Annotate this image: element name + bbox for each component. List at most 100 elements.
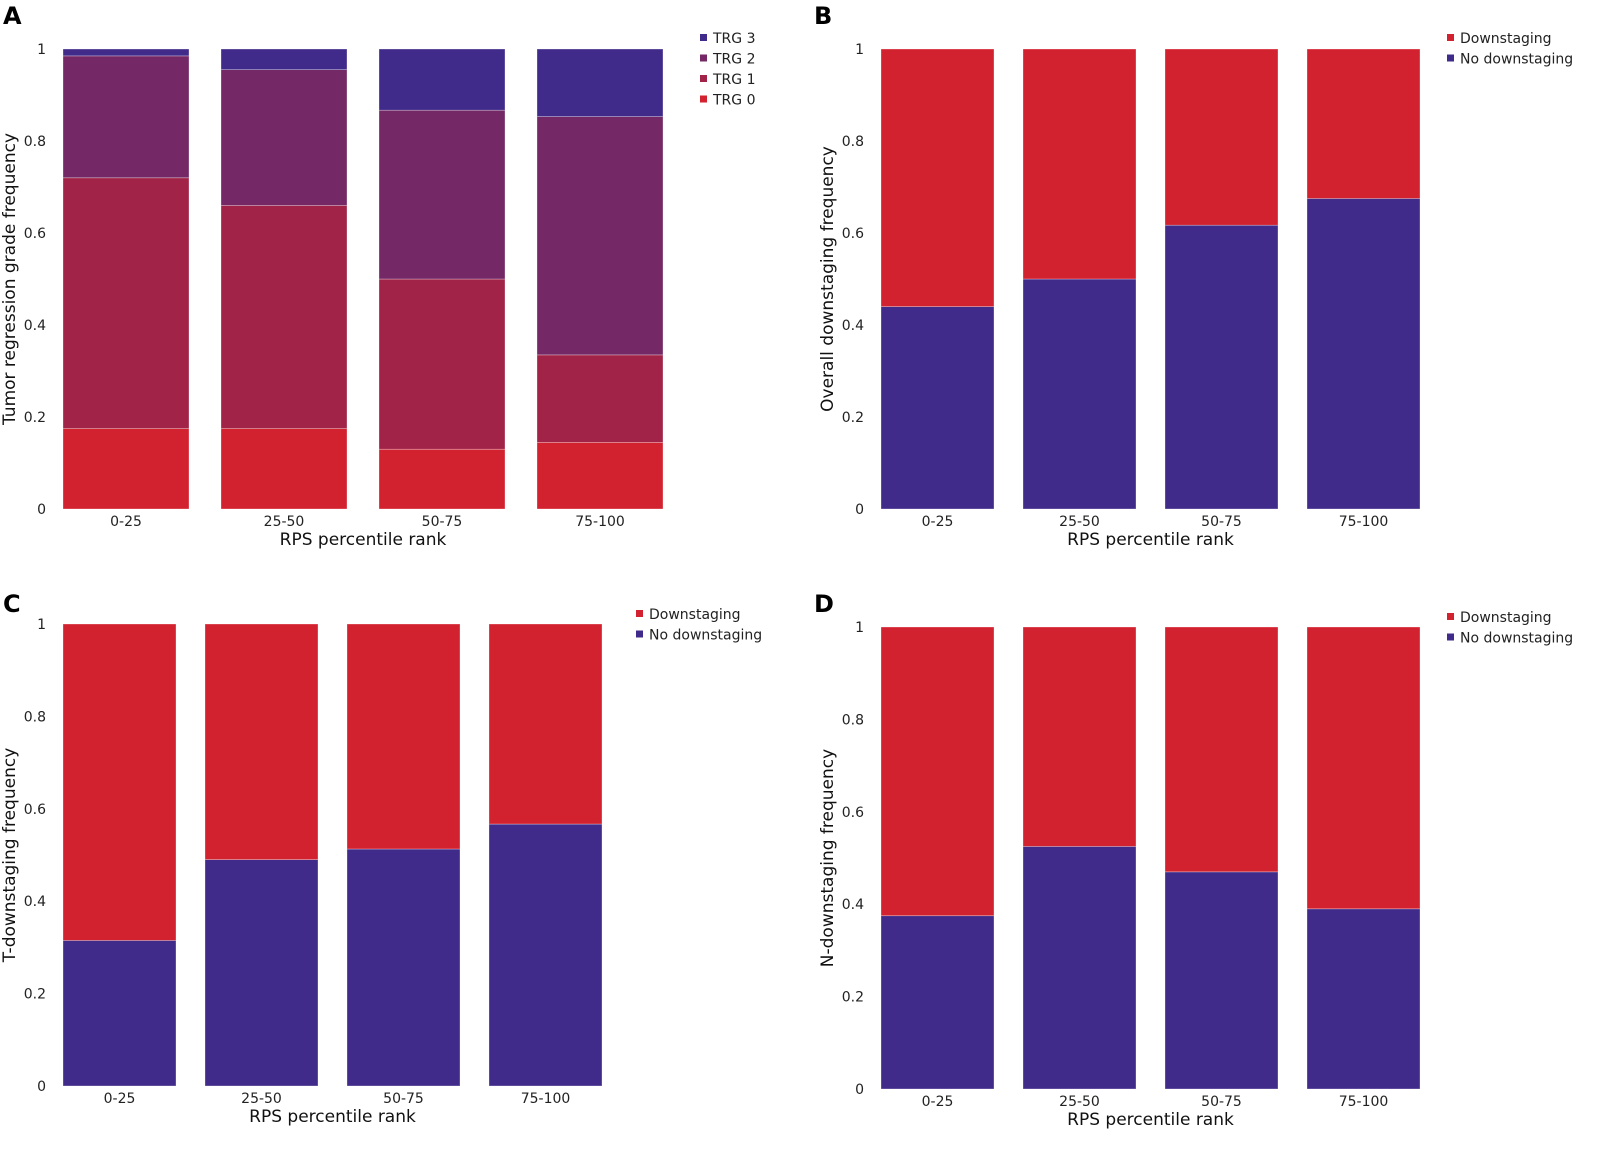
bar-segment xyxy=(220,48,348,71)
x-tick-label: 0-25 xyxy=(104,1091,136,1107)
bar-segment xyxy=(378,448,506,510)
legend-swatch xyxy=(700,95,707,103)
chart-panel-d: D 0 0.2 0.4 0.6 0.8 1 0-25 25-50 50-75 75-100 RPS p… xyxy=(814,590,1573,1130)
y-tick-label: 0.2 xyxy=(24,987,46,1003)
bar-segment xyxy=(62,55,190,179)
y-tick-label: 0.8 xyxy=(842,712,864,728)
legend-swatch xyxy=(1447,613,1454,620)
panel-letter: B xyxy=(814,2,832,30)
bar-segment xyxy=(1306,198,1421,510)
legend-swatch xyxy=(636,630,643,638)
y-tick-label: 1 xyxy=(855,42,864,58)
y-tick-label: 0.6 xyxy=(24,226,46,242)
bar-segment xyxy=(220,205,348,429)
bar-segment xyxy=(880,626,995,917)
bar-segment xyxy=(880,48,995,307)
bar-segment xyxy=(62,177,190,429)
x-axis-title: RPS percentile rank xyxy=(280,530,447,550)
bar-segment xyxy=(880,306,995,510)
panel-letter: A xyxy=(3,2,22,30)
x-tick-label: 25-50 xyxy=(241,1091,282,1107)
y-tick-label: 0 xyxy=(855,502,864,518)
x-axis-title: RPS percentile rank xyxy=(1067,530,1234,550)
y-tick-label: 0.2 xyxy=(24,410,46,426)
bar-segment xyxy=(62,428,190,510)
legend: TRG 3 TRG 2 TRG 1 TRG 0 xyxy=(700,31,756,109)
y-tick-label: 0.2 xyxy=(842,990,864,1006)
x-tick-label: 25-50 xyxy=(1059,1094,1100,1110)
legend: Downstaging No downstaging xyxy=(636,607,762,644)
x-tick-label: 25-50 xyxy=(1059,514,1100,530)
legend-swatch xyxy=(700,54,707,62)
bar-segment xyxy=(1022,626,1137,847)
x-tick-label: 75-100 xyxy=(1339,514,1389,530)
bar-segment xyxy=(378,48,506,111)
x-tick-label: 0-25 xyxy=(110,514,142,530)
bar-segment xyxy=(536,116,664,356)
x-tick-label: 50-75 xyxy=(1201,1094,1242,1110)
bar-segment xyxy=(1164,626,1279,873)
bar-segment xyxy=(378,109,506,280)
bar-segment xyxy=(488,823,603,1087)
y-tick-label: 0.4 xyxy=(24,894,46,910)
y-tick-label: 0 xyxy=(855,1082,864,1098)
bar-segment xyxy=(536,441,664,510)
bar-segment xyxy=(220,69,348,206)
y-tick-label: 0.8 xyxy=(24,134,46,150)
chart-panel-a: A 0 0.2 0.4 0.6 0.8 1 0-25 25-50 50-75 75-100 RPS p… xyxy=(0,2,756,550)
legend-label: No downstaging xyxy=(1460,631,1573,647)
legend-swatch xyxy=(1447,34,1454,41)
legend-label: TRG 1 xyxy=(712,72,756,88)
legend-label: No downstaging xyxy=(649,628,762,644)
legend-swatch xyxy=(700,75,707,82)
y-axis-title: Tumor regression grade frequency xyxy=(0,133,20,426)
legend: Downstaging No downstaging xyxy=(1447,31,1573,68)
y-tick-label: 0.4 xyxy=(24,318,46,334)
y-tick-label: 0.6 xyxy=(24,802,46,818)
y-tick-label: 0.6 xyxy=(842,226,864,242)
x-tick-label: 50-75 xyxy=(383,1091,424,1107)
y-tick-label: 1 xyxy=(855,620,864,636)
legend-swatch xyxy=(636,610,643,617)
panel-letter: D xyxy=(814,590,834,618)
x-tick-label: 75-100 xyxy=(1339,1094,1389,1110)
y-tick-label: 1 xyxy=(37,617,46,633)
bar-segment xyxy=(536,48,664,117)
bar-segment xyxy=(346,848,461,1087)
legend-label: Downstaging xyxy=(1460,31,1552,47)
x-axis-title: RPS percentile rank xyxy=(249,1107,416,1127)
bar-segment xyxy=(204,859,319,1087)
x-tick-label: 50-75 xyxy=(1201,514,1242,530)
bar-segment xyxy=(1164,224,1279,510)
legend-label: Downstaging xyxy=(1460,610,1552,626)
legend: Downstaging No downstaging xyxy=(1447,610,1573,647)
x-tick-label: 0-25 xyxy=(922,1094,954,1110)
bar-segment xyxy=(1022,846,1137,1090)
legend-label: Downstaging xyxy=(649,607,741,623)
bar-segment xyxy=(1164,48,1279,226)
bar-segment xyxy=(62,623,177,941)
y-axis-title: T-downstaging frequency xyxy=(0,748,20,964)
bar-segment xyxy=(1164,871,1279,1090)
legend-label: TRG 0 xyxy=(712,93,756,109)
y-tick-label: 0.4 xyxy=(842,318,864,334)
y-tick-label: 0.6 xyxy=(842,805,864,821)
y-axis-title: Overall downstaging frequency xyxy=(818,146,838,412)
y-tick-label: 0 xyxy=(37,1079,46,1095)
legend-label: TRG 3 xyxy=(712,31,756,47)
legend-swatch xyxy=(700,34,707,41)
bar-segment xyxy=(1306,626,1421,910)
chart-panel-c: C 0 0.2 0.4 0.6 0.8 1 0-25 25-50 50-75 75-100 RPS p… xyxy=(0,590,762,1127)
bar-segment xyxy=(1306,908,1421,1090)
x-tick-label: 75-100 xyxy=(521,1091,571,1107)
legend-swatch xyxy=(1447,54,1454,62)
y-tick-label: 0.4 xyxy=(842,897,864,913)
bar-segment xyxy=(378,278,506,450)
bar-segment xyxy=(346,623,461,850)
legend-swatch xyxy=(1447,633,1454,641)
y-tick-label: 0 xyxy=(37,502,46,518)
x-tick-label: 0-25 xyxy=(922,514,954,530)
y-tick-label: 1 xyxy=(37,42,46,58)
y-tick-label: 0.8 xyxy=(24,709,46,725)
